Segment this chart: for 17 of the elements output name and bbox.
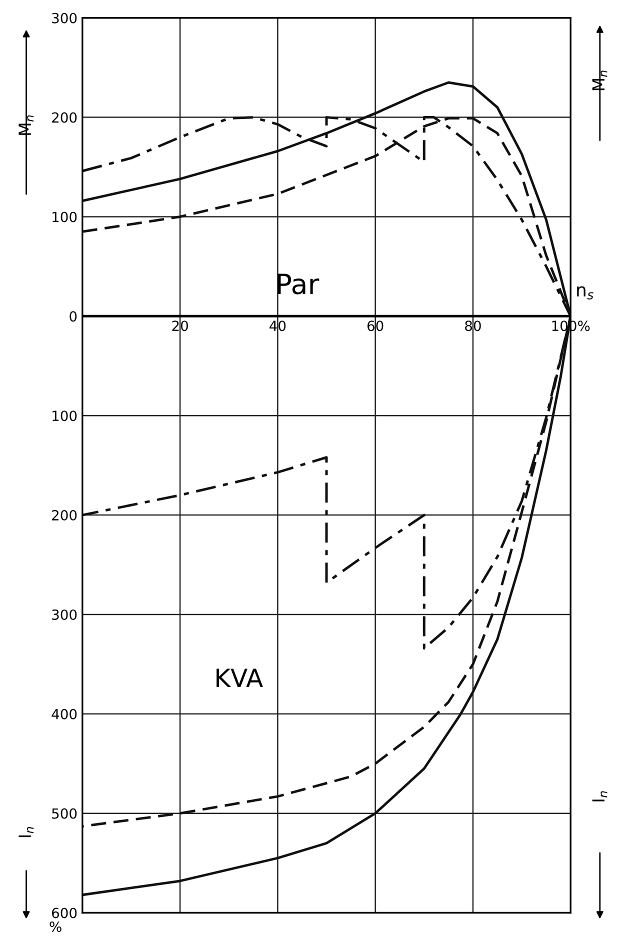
text: I$_{n}$	[592, 791, 608, 802]
y-tick-label: 200	[52, 112, 77, 123]
y-tick-label: 300	[52, 609, 77, 620]
y-tick-label: 300	[52, 12, 77, 24]
y-tick-label: 100	[52, 212, 77, 222]
annotation: KVA	[216, 668, 263, 687]
annotation: Par	[278, 274, 320, 294]
x-axis-title: n$_{s}$	[577, 286, 594, 300]
y-axis-title: M$_{n}$	[18, 115, 34, 135]
y-tick-label: 600	[52, 908, 77, 918]
y-tick-label: 400	[52, 708, 77, 720]
y-tick-label: 200	[52, 510, 77, 521]
y-tick-label: 500	[52, 808, 77, 819]
y-tick-label: 100	[52, 410, 77, 422]
text: I$_{n}$	[18, 827, 34, 838]
text: %	[50, 922, 62, 932]
y-tick-label: 0	[70, 311, 77, 322]
